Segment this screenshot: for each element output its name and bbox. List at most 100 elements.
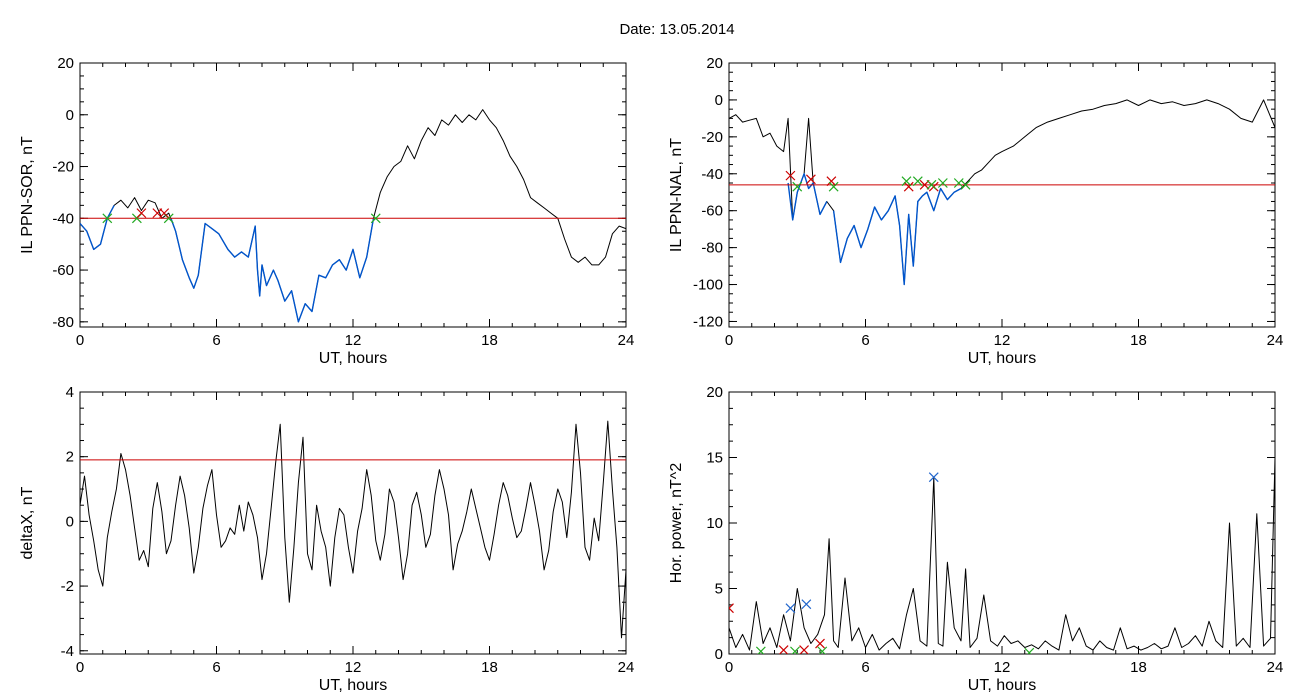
y-tick-label: -20 <box>52 159 74 176</box>
x-marker <box>799 645 809 654</box>
x-marker <box>792 181 803 192</box>
y-axis-label: Hor. power, nT^2 <box>668 463 685 584</box>
x-marker <box>370 213 381 224</box>
x-marker <box>960 179 971 190</box>
x-marker <box>826 176 837 187</box>
x-marker <box>953 178 964 188</box>
x-tick-label: 6 <box>861 332 869 349</box>
plot-frame <box>79 391 627 655</box>
x-marker <box>801 599 812 610</box>
x-tick-label: 18 <box>1130 332 1147 349</box>
x-marker <box>785 603 796 614</box>
x-marker <box>729 603 734 614</box>
y-tick-label: -80 <box>701 240 723 257</box>
x-tick-label: 0 <box>76 332 84 349</box>
x-tick-label: 0 <box>725 332 733 349</box>
y-tick-label: 10 <box>706 515 723 532</box>
series-line <box>787 173 828 221</box>
series-line <box>832 187 962 286</box>
x-tick-label: 12 <box>345 659 362 676</box>
x-marker <box>102 213 113 224</box>
x-marker <box>828 181 839 192</box>
y-tick-label: 0 <box>715 92 723 109</box>
x-tick-label: 6 <box>212 332 220 349</box>
y-tick-label: -40 <box>701 166 723 183</box>
y-tick-label: -60 <box>701 203 723 220</box>
y-tick-label: 0 <box>66 513 74 530</box>
y-tick-label: 20 <box>57 55 74 72</box>
x-tick-label: 24 <box>1267 659 1284 676</box>
x-marker <box>903 181 914 192</box>
x-marker <box>136 208 147 219</box>
plot-area <box>80 420 626 639</box>
x-tick-label: 12 <box>994 659 1011 676</box>
x-marker <box>778 645 789 654</box>
panel-sor: 0 6 12 18 24 20 0 -20 -40 -60 -80 UT, hours IL PPN-S… <box>19 55 634 367</box>
panel-deltax: 0 6 12 18 24 4 2 0 -2 -4 UT, hours deltaX, nT <box>19 384 634 694</box>
x-axis-label: UT, hours <box>968 677 1036 694</box>
y-tick-label: -100 <box>693 277 723 294</box>
plot-area <box>729 457 1275 654</box>
plot-frame <box>728 62 1276 328</box>
x-tick-label: 24 <box>618 659 635 676</box>
y-tick-label: -120 <box>693 313 723 330</box>
y-tick-label: 0 <box>715 646 723 663</box>
x-marker <box>928 472 939 483</box>
x-marker <box>912 176 923 187</box>
x-axis-label: UT, hours <box>968 350 1036 367</box>
x-tick-label: 24 <box>1267 332 1284 349</box>
panel-nal: 0 6 12 18 24 20 0 -20 -40 -60 -80 -100 -120 UT, hours… <box>668 55 1283 367</box>
y-tick-label: 20 <box>706 384 723 401</box>
x-marker <box>790 646 800 654</box>
y-axis-label: IL PPN-SOR, nT <box>19 136 36 254</box>
panel-power: 0 6 12 18 24 20 15 10 5 0 UT, hours Hor. power, nT^… <box>668 384 1283 694</box>
x-marker <box>805 174 816 185</box>
y-tick-label: 4 <box>66 384 74 401</box>
x-marker <box>817 646 828 654</box>
y-tick-label: -4 <box>61 643 74 660</box>
x-tick-label: 6 <box>861 659 869 676</box>
x-tick-label: 18 <box>1130 659 1147 676</box>
y-tick-label: -2 <box>61 578 74 595</box>
series-line <box>80 205 115 251</box>
series-line <box>170 218 375 323</box>
plot-area <box>80 109 626 323</box>
y-tick-label: -20 <box>701 129 723 146</box>
y-tick-label: 5 <box>715 581 723 598</box>
x-tick-label: 0 <box>76 659 84 676</box>
x-tick-label: 12 <box>345 332 362 349</box>
x-marker <box>926 179 937 190</box>
x-tick-label: 6 <box>212 659 220 676</box>
x-tick-label: 0 <box>725 659 733 676</box>
x-marker <box>755 646 766 654</box>
x-tick-label: 12 <box>994 332 1011 349</box>
plot-frame <box>728 391 1276 655</box>
y-tick-label: 2 <box>66 449 74 466</box>
y-tick-label: -80 <box>52 314 74 331</box>
y-axis-label: deltaX, nT <box>19 486 36 559</box>
x-marker <box>937 178 948 188</box>
x-tick-label: 18 <box>481 659 498 676</box>
y-tick-label: -40 <box>52 210 74 227</box>
y-axis-label: IL PPN-NAL, nT <box>668 138 685 252</box>
series-line <box>729 99 1275 285</box>
x-axis-label: UT, hours <box>319 677 387 694</box>
x-marker <box>785 170 796 181</box>
x-tick-label: 18 <box>481 332 498 349</box>
y-tick-label: 15 <box>706 450 723 467</box>
x-marker <box>815 638 825 649</box>
x-marker <box>159 208 170 219</box>
x-marker <box>901 176 912 187</box>
series-line <box>729 457 1275 651</box>
x-axis-label: UT, hours <box>319 350 387 367</box>
figure-title: Date: 13.05.2014 <box>619 21 734 38</box>
series-line <box>80 420 626 639</box>
y-tick-label: -60 <box>52 262 74 279</box>
x-tick-label: 24 <box>618 332 635 349</box>
x-marker <box>1024 647 1035 654</box>
plot-frame <box>79 62 627 328</box>
y-tick-label: 0 <box>66 107 74 124</box>
y-tick-label: 20 <box>706 55 723 72</box>
plot-area <box>729 99 1275 286</box>
